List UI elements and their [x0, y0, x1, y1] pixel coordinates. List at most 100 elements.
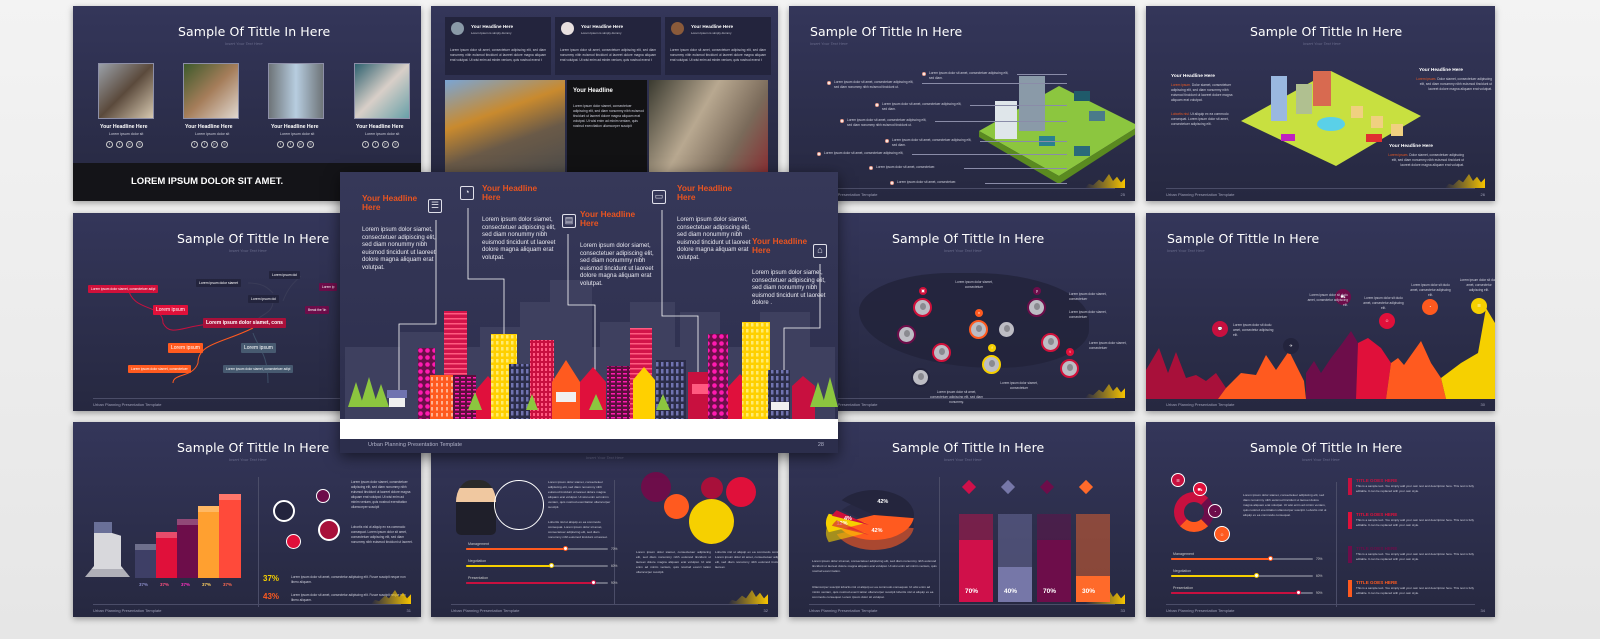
skill-slider-knob[interactable]: [1296, 590, 1302, 595]
user-avatar-pin[interactable]: [969, 320, 988, 339]
card-body: Lorem ipsum dolor sit amet, consectetuer…: [560, 48, 656, 62]
mindmap-node[interactable]: Lorem ipsum: [153, 305, 188, 315]
page-number: 26: [1480, 192, 1485, 197]
instagram-icon[interactable]: ◎: [221, 141, 228, 148]
twitter-icon[interactable]: t: [106, 141, 113, 148]
mindmap-node[interactable]: Lorem ip: [319, 283, 338, 291]
mindmap-node[interactable]: Lorem ipsum dolor siamet, consectetuer a…: [88, 285, 159, 293]
slide-title: Sample Of Tittle In Here: [178, 24, 331, 39]
instagram-icon[interactable]: ◎: [307, 141, 314, 148]
pinterest-icon[interactable]: p: [126, 141, 133, 148]
skill-value: 90%: [1316, 591, 1323, 595]
slide-team[interactable]: Sample Of Tittle In Here Insert Your Tex…: [73, 6, 421, 201]
mindmap-node[interactable]: Lorem ipsum: [168, 343, 203, 353]
member-role: Lorem ipsum dolor sit: [280, 132, 315, 136]
column-headline: Your Headline Here: [482, 183, 538, 202]
sliders-gear-icon: [316, 489, 330, 503]
mindmap-node[interactable]: Lorem ipsum dol: [269, 271, 301, 279]
body-text: Lobortis nisl ut aliquip ex ea commodo c…: [548, 520, 608, 539]
slide-cards[interactable]: Your Headline Here Your Headline Here Yo…: [431, 6, 778, 181]
pinterest-icon[interactable]: p: [382, 141, 389, 148]
twitter-icon[interactable]: t: [362, 141, 369, 148]
bar-label: 37%: [202, 582, 212, 587]
skill-slider-knob[interactable]: [1253, 573, 1259, 578]
facebook-icon[interactable]: f: [287, 141, 294, 148]
footer-text: Urban Planning Presentation Template: [1166, 192, 1235, 197]
slide-26[interactable]: Sample Of Tittle In Here Insert Your Tex…: [1146, 6, 1495, 201]
item-text: This is a sample text. You simply add yo…: [1356, 484, 1475, 493]
satellite-dish-icon: ◔: [1422, 299, 1438, 315]
page-number: 25: [1120, 192, 1125, 197]
mindmap-node[interactable]: Lorem ipsum dolor siamet, consectetuer a…: [223, 365, 294, 373]
monitor-icon: ▭: [652, 190, 666, 204]
footer-divider: [93, 398, 401, 399]
newspaper-icon: ▤: [562, 214, 576, 228]
slide-29[interactable]: Sample Of Tittle In Here Insert Your Tex…: [789, 213, 1135, 411]
bar-label: 70%: [1043, 588, 1057, 595]
user-avatar-pin[interactable]: [1041, 333, 1060, 352]
user-avatar-pin[interactable]: [982, 355, 1001, 374]
mindmap-node-center[interactable]: Lorem ipsum dolor siamet, cons: [203, 318, 286, 328]
bullet-dot: [885, 139, 889, 143]
user-avatar-pin[interactable]: [897, 325, 916, 344]
slide-32[interactable]: Insert Your Text Here Lorem ipsum dolor …: [431, 422, 778, 617]
list-item: Lorem ipsum dolor sit amet, consectetuer…: [929, 71, 1009, 80]
user-avatar-pin[interactable]: [913, 298, 932, 317]
instagram-icon[interactable]: ◎: [136, 141, 143, 148]
column-headline: Your Headline Here: [752, 236, 808, 255]
bar-label: 37%: [223, 582, 233, 587]
user-avatar-pin[interactable]: [1027, 298, 1046, 317]
user-avatar-pin[interactable]: [932, 343, 951, 362]
skill-slider-knob[interactable]: [591, 580, 597, 585]
sliders-icon: ☰: [1171, 473, 1185, 487]
slide-25[interactable]: Sample Of Tittle In Here Insert Your Tex…: [789, 6, 1135, 201]
bubble-truck: [641, 472, 671, 502]
building: [430, 375, 454, 420]
sliders-icon: ☰: [1471, 298, 1487, 314]
skill-slider-knob[interactable]: [562, 546, 568, 551]
column-body: Lorem ipsum dolor siamet, consectetuer a…: [362, 227, 436, 271]
connector-lines: [398, 208, 821, 401]
twitter-icon: t: [1066, 348, 1074, 356]
mindmap-node[interactable]: Lorem ipsum dolor siamet, consectetuer: [128, 365, 191, 373]
twitter-icon[interactable]: t: [277, 141, 284, 148]
mindmap-node[interactable]: Break the 'lin: [305, 306, 330, 314]
mindmap-node[interactable]: Lorem ipsum dol: [248, 295, 280, 303]
bar-label: 37%: [139, 582, 149, 587]
instagram-icon[interactable]: ◎: [392, 141, 399, 148]
facebook-icon[interactable]: f: [201, 141, 208, 148]
mindmap-node[interactable]: Lorem ipsum: [241, 343, 276, 353]
card-headline: Your Headline Here: [471, 24, 514, 29]
white-band: [340, 419, 838, 439]
skill-progress-fill: [1171, 592, 1299, 594]
skill-slider-knob[interactable]: [548, 563, 554, 568]
card-subtitle: Lorem Ipsum is simply dummy: [581, 31, 622, 35]
pinterest-icon[interactable]: p: [297, 141, 304, 148]
skyline-decoration: [728, 590, 768, 604]
body-text: Lorem ipsum dolor sit amet, consectetuer…: [812, 559, 937, 573]
slide-33[interactable]: Sample Of Tittle In Here Insert Your Tex…: [789, 422, 1135, 617]
slide-34[interactable]: Sample Of Tittle In Here Insert Your Tex…: [1146, 422, 1495, 617]
user-avatar-pin[interactable]: [911, 368, 930, 387]
skill-progress-fill: [466, 548, 566, 550]
mountain-2: [1218, 351, 1306, 399]
skill-slider-knob[interactable]: [1267, 556, 1273, 561]
facebook-icon[interactable]: f: [372, 141, 379, 148]
slide-31[interactable]: Sample Of Tittle In Here Insert Your Tex…: [73, 422, 421, 617]
slide-30[interactable]: Sample Of Tittle In Here Insert Your Tex…: [1146, 213, 1495, 411]
list-item: Lorem ipsum dolor sit amet, consectetuer…: [892, 138, 972, 147]
user-avatar-pin[interactable]: [1060, 359, 1079, 378]
page-number: 28: [817, 442, 824, 448]
businessman-illustration: [456, 480, 496, 535]
twitter-icon[interactable]: t: [191, 141, 198, 148]
map-label: Lorem ipsum dolor siamet, consectetuer: [1089, 341, 1127, 350]
mindmap-node[interactable]: Lorem ipsum dolor siamet: [196, 279, 242, 287]
truck-bar: [198, 506, 220, 578]
map-label: Lorem ipsum dolor siamet, consectetuer: [1069, 292, 1107, 301]
pinterest-icon[interactable]: p: [211, 141, 218, 148]
facebook-icon[interactable]: f: [116, 141, 123, 148]
card-body: Lorem ipsum dolor sit amet, consectetuer…: [670, 48, 766, 62]
bar-label: 37%: [181, 582, 191, 587]
slide-28-featured[interactable]: Urban Planning Presentation Template 28 …: [340, 172, 838, 453]
user-avatar-pin[interactable]: [997, 320, 1016, 339]
